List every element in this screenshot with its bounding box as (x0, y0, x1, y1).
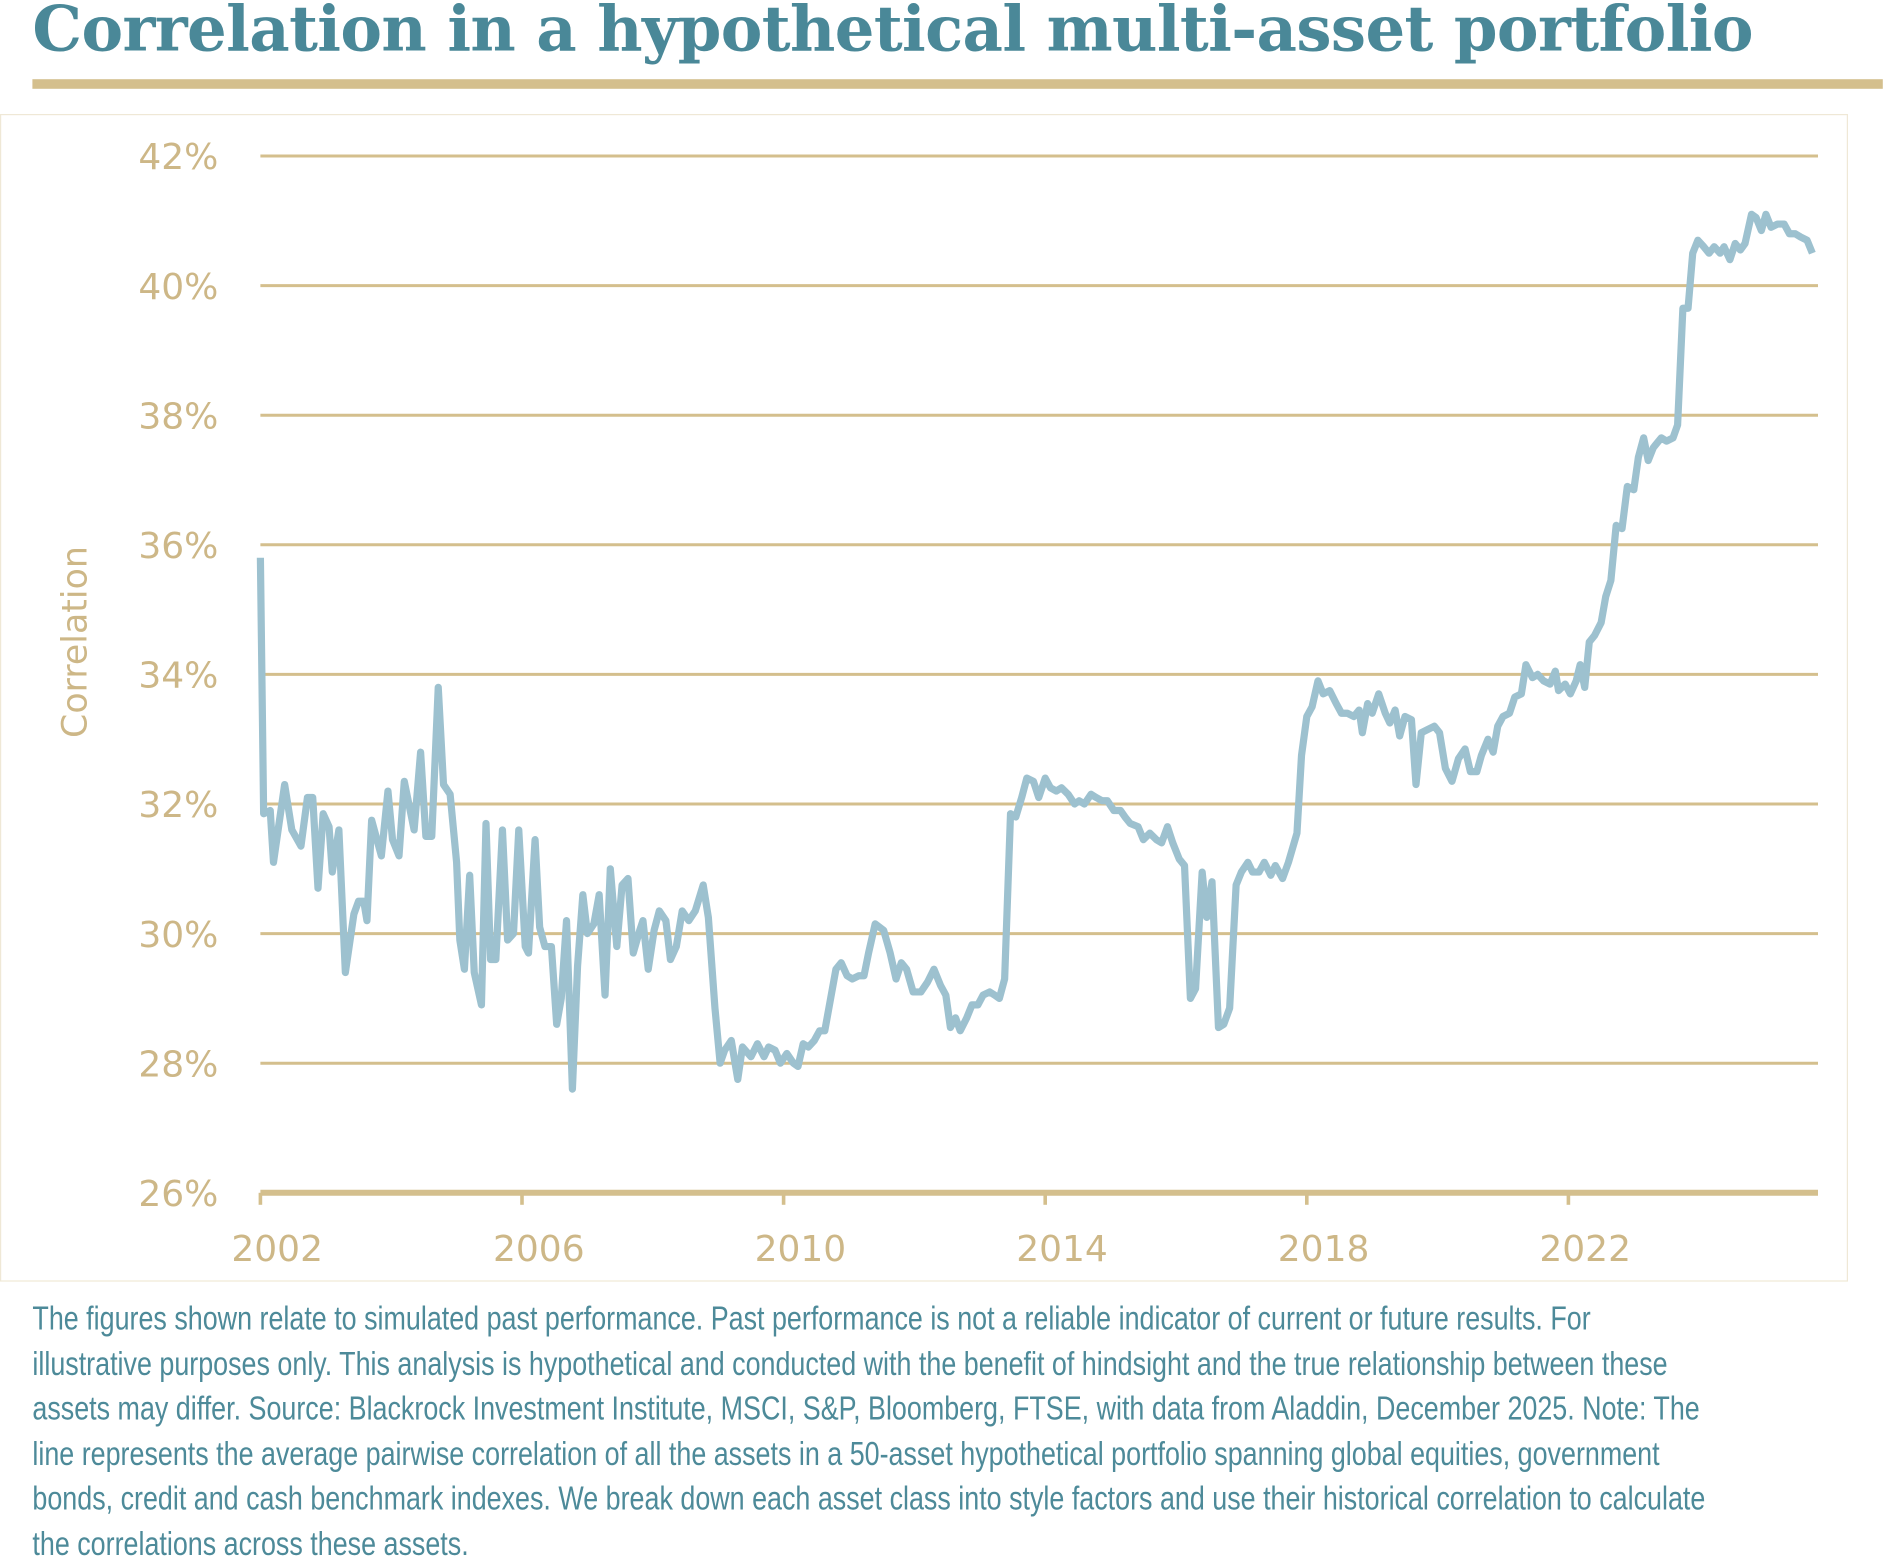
x-tick-label: 2018 (1278, 1229, 1370, 1270)
footnote-line: assets may differ. Source: Blackrock Inv… (32, 1389, 1700, 1427)
y-tick-label: 34% (138, 656, 218, 697)
title-rule (32, 79, 1883, 89)
footnote-line: line represents the average pairwise cor… (32, 1434, 1660, 1472)
y-tick-label: 40% (138, 267, 218, 308)
y-axis-label: Correlation (55, 546, 95, 738)
y-tick-label: 32% (138, 785, 218, 826)
footnote-line: bonds, credit and cash benchmark indexes… (32, 1479, 1706, 1517)
y-tick-label: 28% (138, 1044, 218, 1085)
y-tick-label: 42% (138, 137, 218, 178)
chart-title: Correlation in a hypothetical multi-asse… (32, 0, 1753, 66)
x-tick-label: 2010 (755, 1229, 847, 1270)
y-tick-label: 36% (138, 526, 218, 567)
footnote-line: illustrative purposes only. This analysi… (32, 1344, 1668, 1382)
x-tick-label: 2006 (493, 1229, 585, 1270)
y-tick-label: 38% (138, 396, 218, 437)
chart-frame (0, 114, 1849, 1282)
x-tick-label: 2022 (1539, 1229, 1631, 1270)
x-tick-label: 2014 (1016, 1229, 1108, 1270)
line-chart: 42% 40% 38% 36% 34% 32% 30% 28% 26% 2002 2006 2010… (55, 137, 1819, 1270)
footnote: The figures shown relate to simulated pa… (32, 1296, 1880, 1566)
y-tick-label: 30% (138, 915, 218, 956)
series-line (256, 210, 1816, 1093)
footnote-line: The figures shown relate to simulated pa… (32, 1299, 1591, 1337)
footnote-line: the correlations across these assets. (32, 1524, 469, 1562)
x-tick-label: 2002 (231, 1229, 323, 1270)
y-tick-label: 26% (138, 1174, 218, 1215)
